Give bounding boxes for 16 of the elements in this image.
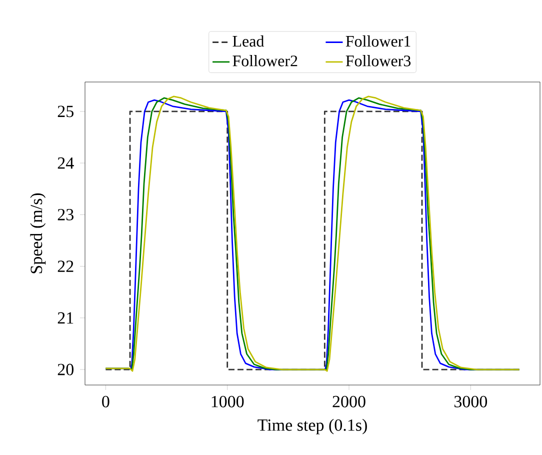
x-tick-label: 3000 <box>454 396 488 408</box>
x-axis-title: Time step (0.1s) <box>258 418 367 434</box>
legend-label: Follower2 <box>232 55 298 66</box>
y-axis-title: Speed (m/s) <box>30 193 46 274</box>
y-tick-label: 21 <box>58 312 74 324</box>
y-tick-label: 20 <box>58 364 74 376</box>
y-tick-label: 23 <box>58 208 74 220</box>
y-tick-label: 24 <box>58 157 74 169</box>
x-tick-label: 0 <box>102 396 110 408</box>
x-tick-label: 2000 <box>332 396 366 408</box>
y-tick-label: 25 <box>58 106 74 118</box>
legend-label: Follower1 <box>346 35 410 47</box>
legend-label: Lead <box>232 35 264 47</box>
x-tick-label: 1000 <box>212 396 244 408</box>
y-tick-label: 22 <box>58 260 74 272</box>
legend-label: Follower3 <box>346 55 411 66</box>
